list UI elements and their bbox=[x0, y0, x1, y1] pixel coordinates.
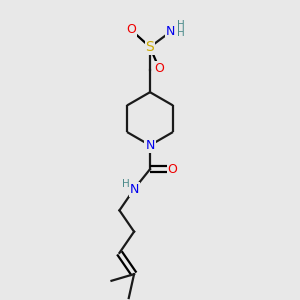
Text: S: S bbox=[146, 40, 154, 54]
Text: N: N bbox=[166, 25, 175, 38]
Text: H: H bbox=[176, 20, 184, 30]
Text: N: N bbox=[145, 139, 155, 152]
Text: N: N bbox=[129, 183, 139, 196]
Text: O: O bbox=[154, 62, 164, 75]
Text: O: O bbox=[168, 163, 178, 176]
Text: H: H bbox=[122, 178, 130, 188]
Text: H: H bbox=[176, 28, 184, 38]
Text: O: O bbox=[126, 23, 136, 36]
